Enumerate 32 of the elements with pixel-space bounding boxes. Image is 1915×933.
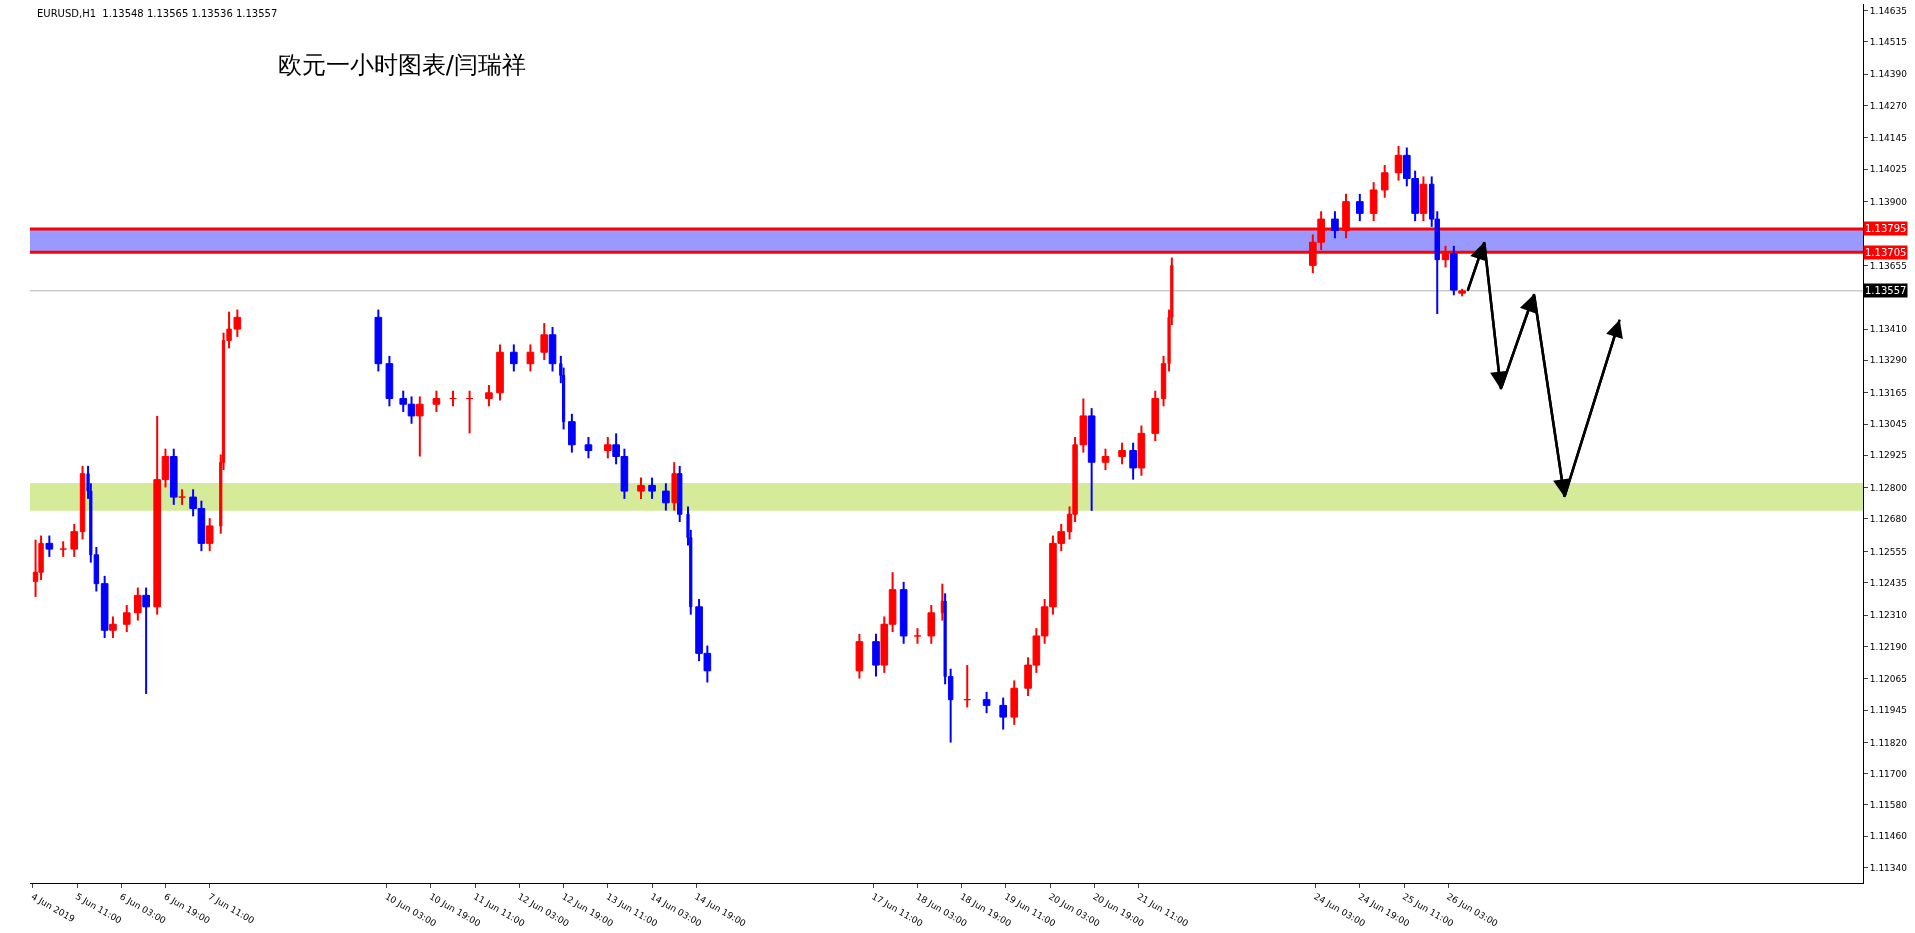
y-tick-label: 1.11460 (1869, 831, 1908, 842)
y-tick-label: 1.11340 (1869, 862, 1908, 873)
y-tick-label: 1.12555 (1869, 546, 1908, 557)
text: 欧元一小时图表/闫瑞祥 (277, 50, 526, 79)
ref-line-label: 1.13557 (1865, 285, 1907, 296)
y-tick-label: 1.14390 (1869, 69, 1908, 80)
y-tick-label: 1.14270 (1869, 100, 1908, 111)
y-tick-label: 1.11820 (1869, 737, 1908, 748)
y-tick-label: 1.12800 (1869, 482, 1908, 493)
y-tick-label: 1.14515 (1869, 36, 1908, 47)
y-tick-label: 1.12190 (1869, 641, 1908, 652)
y-tick-label: 1.13655 (1869, 260, 1908, 271)
y-tick-label: 1.14145 (1869, 133, 1908, 144)
y-tick-label: 1.11580 (1869, 800, 1908, 811)
y-tick-label: 1.11945 (1869, 705, 1908, 716)
y-tick-label: 1.12065 (1869, 674, 1908, 684)
y-tick-label: 1.12925 (1869, 450, 1908, 461)
y-tick-label: 1.13290 (1869, 355, 1908, 366)
y-tick-label: 1.13045 (1869, 419, 1908, 430)
y-tick-label: 1.12435 (1869, 577, 1908, 588)
candlestick (1458, 287, 1466, 298)
y-tick-label: 1.14025 (1869, 164, 1908, 175)
chart-subtitle: EURUSD,H1 1.13548 1.13565 1.13536 1.13557 (37, 8, 278, 19)
y-tick-label: 1.13165 (1869, 387, 1908, 398)
y-tick-label: 1.12680 (1869, 514, 1908, 525)
y-tick-label: 1.11700 (1869, 768, 1908, 779)
y-tick-label: 1.13410 (1869, 324, 1908, 335)
y-tick-label: 1.13900 (1869, 196, 1908, 207)
y-tick-label: 1.14635 (1869, 5, 1908, 16)
ref-line-label: 1.13795 (1865, 223, 1907, 234)
ref-line-label: 1.13705 (1865, 247, 1907, 258)
y-tick-label: 1.12310 (1869, 610, 1908, 621)
